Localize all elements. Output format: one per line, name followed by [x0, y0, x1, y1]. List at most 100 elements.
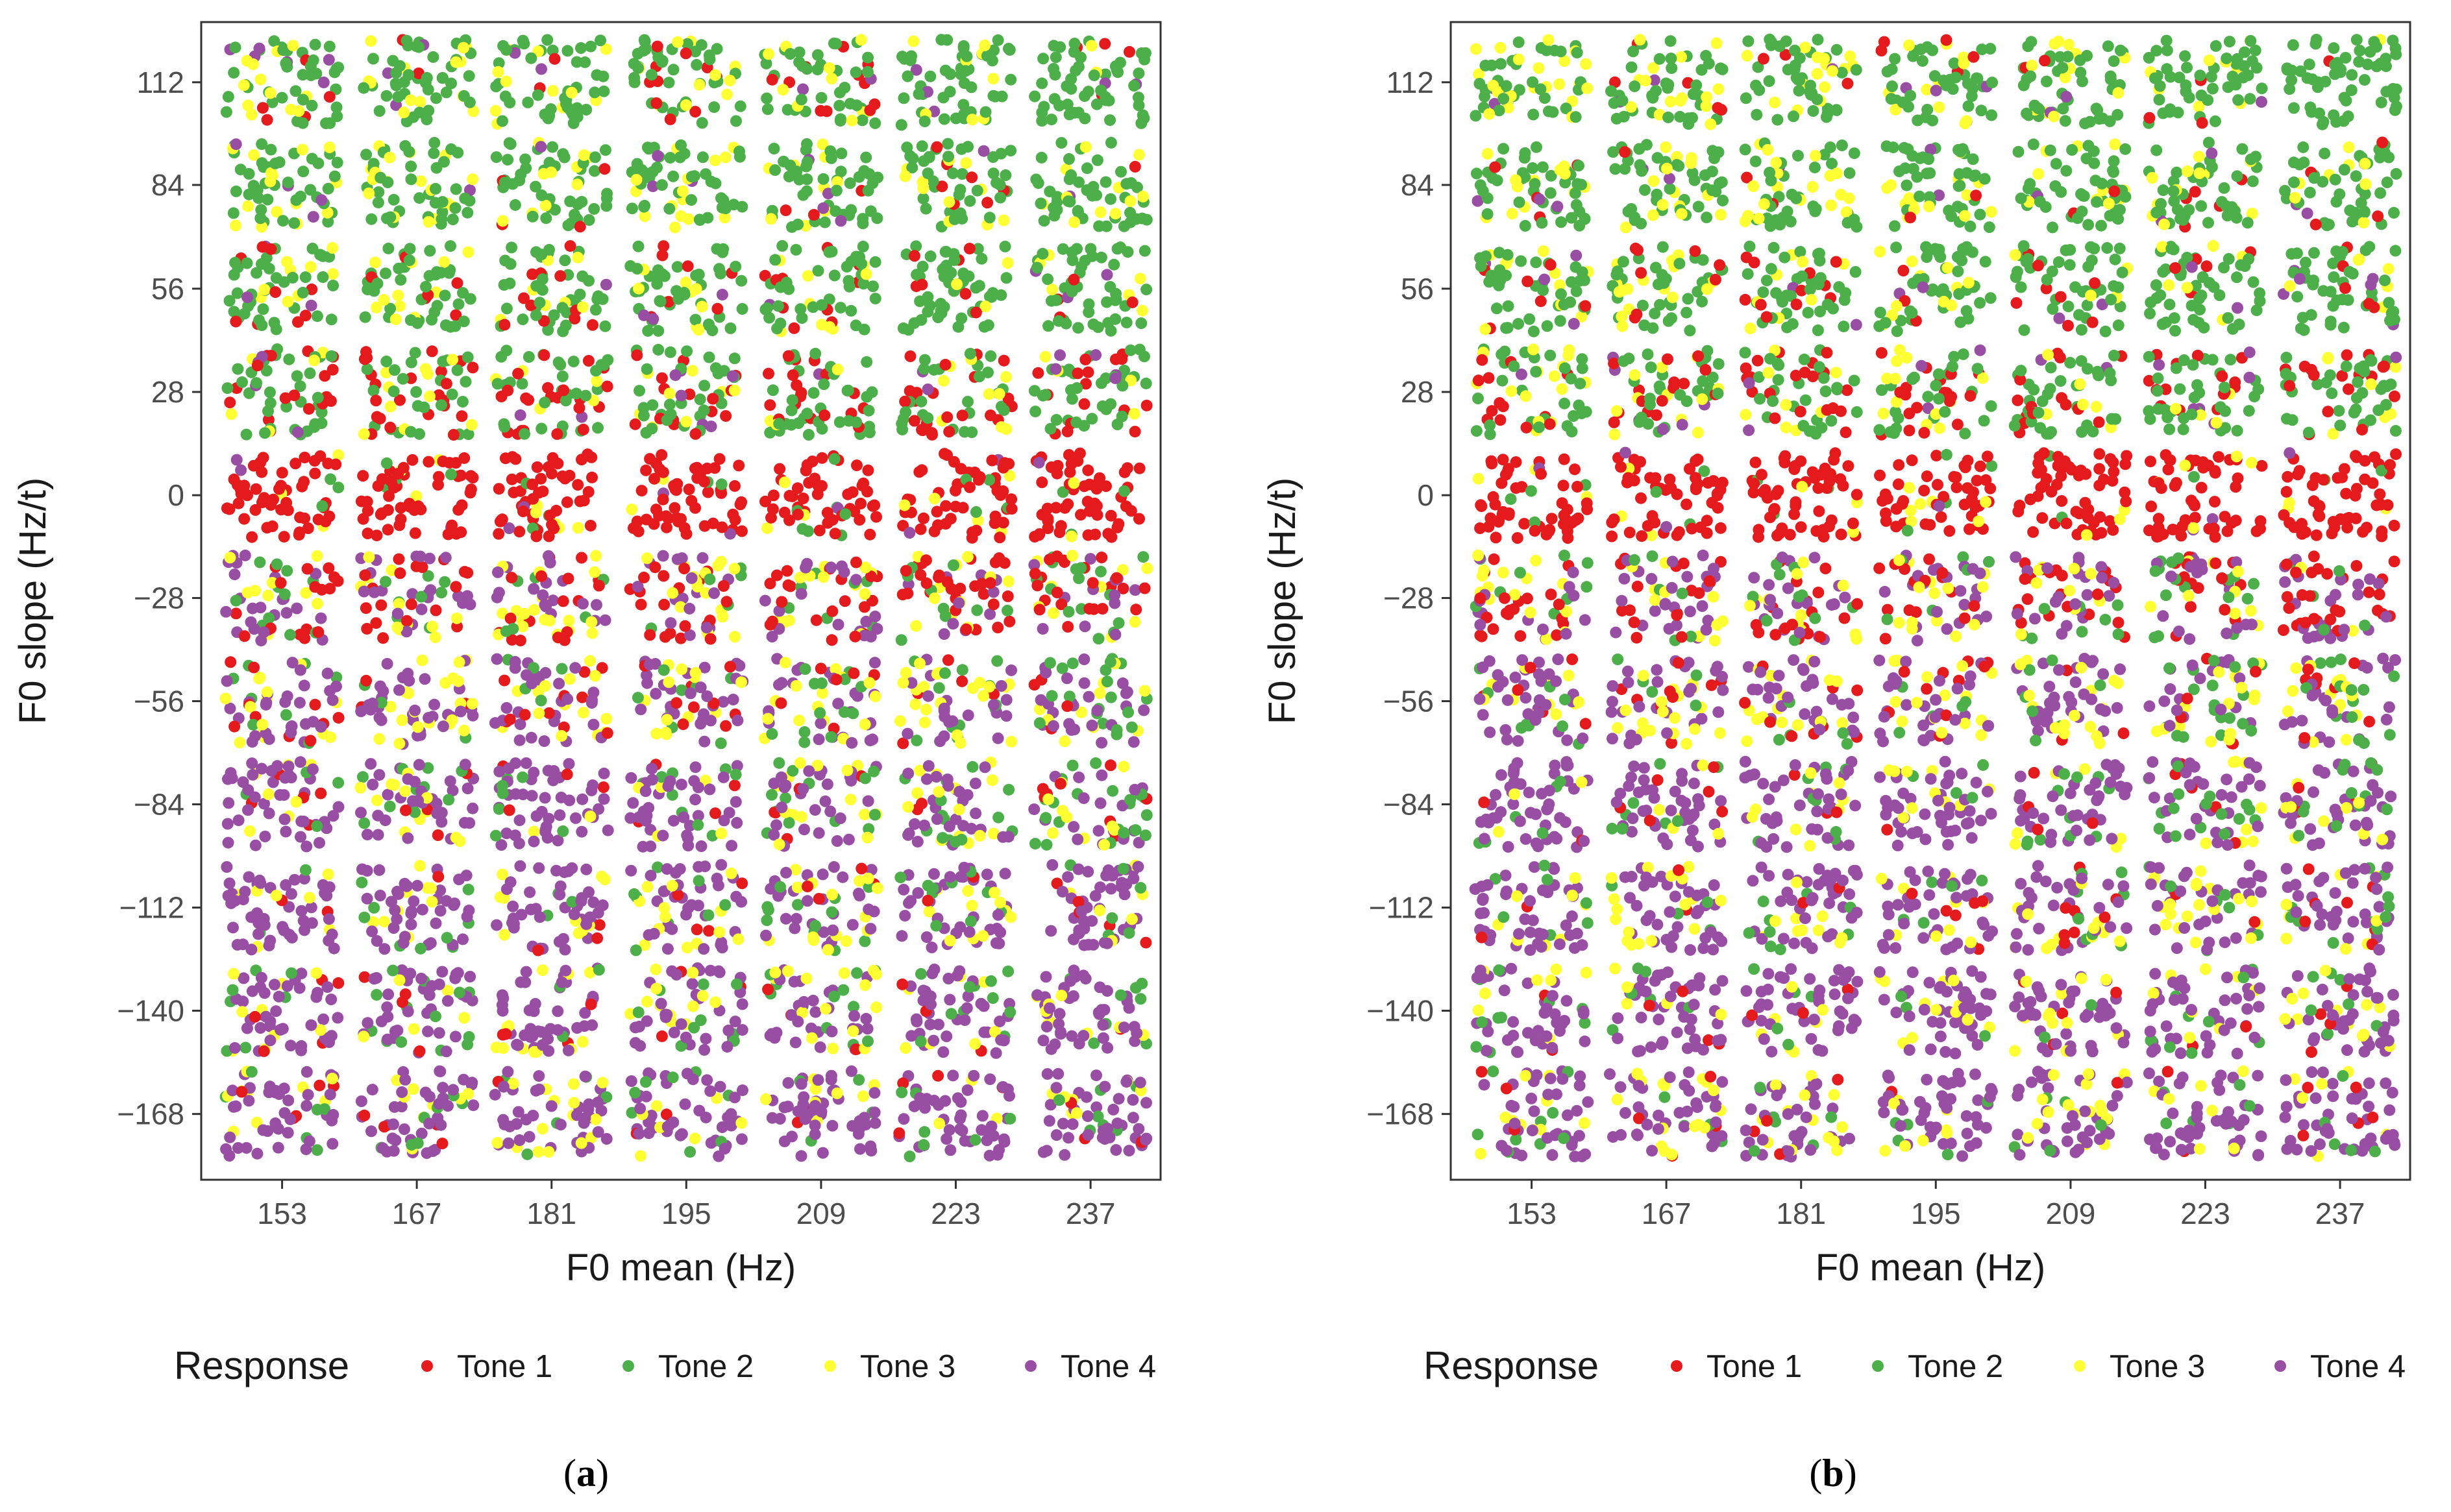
point-tone-4 [254, 602, 267, 614]
point-tone-4 [464, 598, 476, 611]
point-tone-4 [732, 714, 744, 727]
point-tone-1 [332, 977, 345, 989]
point-tone-1 [1089, 528, 1102, 541]
point-tone-2 [826, 906, 838, 918]
point-tone-1 [299, 452, 311, 463]
point-tone-4 [579, 1112, 591, 1125]
point-tone-2 [499, 90, 511, 103]
point-tone-4 [362, 829, 373, 841]
point-tone-4 [860, 1012, 872, 1025]
point-tone-2 [970, 506, 982, 518]
point-tone-2 [1132, 91, 1144, 104]
point-tone-1 [596, 662, 608, 674]
point-tone-4 [920, 931, 933, 944]
point-tone-2 [850, 99, 863, 112]
point-tone-2 [809, 920, 822, 932]
point-tone-4 [871, 623, 883, 635]
point-tone-3 [1640, 75, 1652, 87]
point-tone-2 [857, 278, 870, 290]
point-tone-1 [1061, 700, 1074, 713]
point-tone-3 [518, 607, 530, 620]
point-tone-4 [301, 1066, 313, 1078]
point-tone-2 [221, 382, 234, 395]
point-tone-1 [394, 567, 406, 579]
point-tone-4 [957, 820, 969, 832]
point-tone-2 [702, 909, 715, 921]
point-tone-2 [896, 1086, 908, 1099]
legend-key-tone-3 [824, 1360, 836, 1372]
point-tone-4 [958, 862, 970, 873]
point-tone-1 [406, 454, 419, 466]
point-tone-1 [644, 453, 656, 465]
point-tone-3 [415, 175, 427, 188]
point-tone-3 [663, 387, 676, 400]
point-tone-1 [1033, 604, 1046, 616]
point-tone-2 [458, 90, 470, 102]
point-tone-1 [562, 572, 574, 585]
point-tone-3 [841, 764, 854, 777]
point-tone-4 [760, 929, 772, 942]
point-tone-4 [1082, 1128, 1094, 1141]
point-tone-4 [258, 912, 270, 925]
point-tone-1 [849, 630, 861, 642]
point-tone-2 [922, 879, 934, 892]
point-tone-2 [1133, 343, 1146, 356]
subfigure-label: (a) [563, 1452, 609, 1494]
point-tone-4 [224, 1131, 236, 1143]
cell-195--84 [624, 759, 743, 853]
point-tone-2 [415, 942, 427, 955]
point-tone-1 [314, 1079, 326, 1091]
point-tone-4 [282, 769, 295, 781]
point-tone-3 [783, 615, 795, 627]
point-tone-2 [422, 762, 434, 774]
point-tone-2 [637, 402, 650, 414]
point-tone-3 [1005, 911, 1017, 923]
point-tone-1 [1133, 462, 1146, 474]
point-tone-3 [253, 672, 265, 685]
cell-153--56 [219, 656, 345, 750]
point-tone-4 [922, 86, 933, 98]
point-tone-3 [1098, 838, 1111, 851]
point-tone-4 [922, 690, 935, 702]
point-tone-4 [789, 922, 801, 934]
point-tone-2 [1850, 64, 1862, 76]
point-tone-2 [688, 1021, 700, 1034]
point-tone-4 [593, 803, 605, 815]
point-tone-4 [591, 599, 602, 611]
point-tone-1 [251, 360, 264, 372]
point-tone-4 [228, 568, 241, 581]
point-tone-1 [926, 427, 938, 439]
point-tone-3 [641, 552, 653, 565]
point-tone-1 [631, 349, 643, 361]
point-tone-4 [271, 760, 284, 772]
point-tone-3 [859, 979, 871, 992]
point-tone-4 [646, 762, 658, 775]
point-tone-2 [954, 207, 967, 219]
point-tone-4 [902, 829, 915, 841]
point-tone-3 [225, 408, 238, 421]
point-tone-2 [445, 143, 458, 155]
point-tone-1 [236, 1086, 248, 1098]
point-tone-2 [935, 298, 947, 310]
point-tone-2 [865, 205, 877, 217]
point-tone-4 [326, 694, 339, 706]
point-tone-1 [791, 482, 804, 494]
point-tone-1 [922, 894, 934, 907]
point-tone-4 [952, 1092, 964, 1104]
point-tone-2 [361, 363, 373, 375]
point-tone-4 [415, 973, 428, 984]
point-tone-1 [1045, 461, 1057, 473]
point-tone-3 [728, 563, 741, 575]
point-tone-2 [776, 239, 789, 252]
point-tone-2 [1033, 717, 1046, 729]
point-tone-2 [981, 50, 993, 62]
point-tone-2 [259, 427, 271, 439]
point-tone-2 [957, 99, 970, 111]
point-tone-2 [443, 794, 455, 806]
point-tone-1 [506, 451, 519, 463]
point-tone-1 [650, 504, 662, 516]
point-tone-4 [1930, 84, 1942, 97]
point-tone-1 [677, 718, 689, 731]
point-tone-3 [650, 963, 662, 975]
point-tone-3 [378, 294, 390, 306]
